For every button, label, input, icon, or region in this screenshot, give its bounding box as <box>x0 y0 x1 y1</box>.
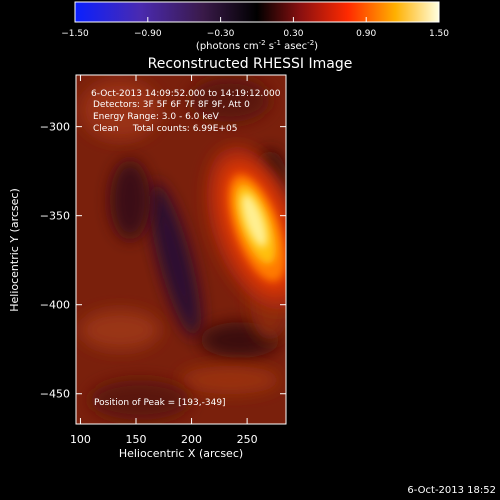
colorbar-tick-label: 0.30 <box>283 29 303 39</box>
x-tick-label: 100 <box>70 433 91 446</box>
chart-title: Reconstructed RHESSI Image <box>148 56 353 72</box>
heatmap-image <box>76 75 286 424</box>
colorbar-tick-label: −0.90 <box>134 29 162 39</box>
y-tick-label: −350 <box>40 210 70 223</box>
colorbar <box>74 1 440 23</box>
peak-position-label: Position of Peak = [193,-349] <box>94 398 226 408</box>
colorbar-tick-label: −0.30 <box>207 29 235 39</box>
colorbar-tick-label: 1.50 <box>429 29 449 39</box>
x-tick-label: 200 <box>181 433 202 446</box>
colorbar-tick-label: 0.90 <box>356 29 376 39</box>
plot-frame <box>75 74 287 425</box>
info-total-counts: Clean Total counts: 6.99E+05 <box>93 124 237 134</box>
colorbar-unit-label: (photons cm-2 s-1 asec-2) <box>196 39 318 52</box>
info-energy-range: Energy Range: 3.0 - 6.0 keV <box>93 112 220 122</box>
observation-info: 6-Oct-2013 14:09:52.000 to 14:19:12.000 … <box>91 89 281 134</box>
x-tick-label: 250 <box>237 433 258 446</box>
generation-timestamp: 6-Oct-2013 18:52 <box>407 485 496 496</box>
x-axis-label: Heliocentric X (arcsec) <box>119 447 243 460</box>
x-tick-label: 150 <box>126 433 147 446</box>
info-detectors: Detectors: 3F 5F 6F 7F 8F 9F, Att 0 <box>93 100 250 110</box>
colorbar-tick-label: −1.50 <box>61 29 89 39</box>
y-axis-label: Heliocentric Y (arcsec) <box>8 188 21 312</box>
y-tick-label: −450 <box>40 388 70 401</box>
y-tick-label: −300 <box>40 121 70 134</box>
y-tick-label: −400 <box>40 299 70 312</box>
info-time-range: 6-Oct-2013 14:09:52.000 to 14:19:12.000 <box>91 89 281 99</box>
flare-source <box>206 146 286 310</box>
